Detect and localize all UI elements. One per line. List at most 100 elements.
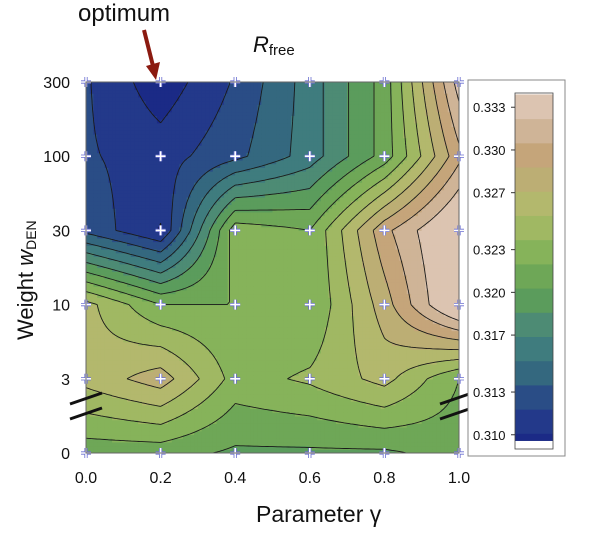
contour-cell	[261, 252, 266, 257]
contour-cell	[201, 304, 206, 309]
contour-cell	[253, 415, 259, 421]
contour-cell	[227, 389, 233, 395]
contour-cell	[194, 189, 199, 194]
contour-cell	[119, 434, 124, 439]
contour-cell	[153, 319, 158, 324]
contour-cell	[201, 337, 206, 343]
contour-cell	[216, 423, 221, 428]
contour-cell	[261, 441, 266, 447]
contour-cell	[261, 263, 266, 269]
contour-cell	[93, 234, 98, 239]
contour-cell	[86, 334, 91, 339]
contour-cell	[156, 308, 162, 313]
contour-cell	[268, 326, 274, 332]
contour-cell	[179, 341, 184, 347]
contour-cell	[119, 267, 124, 272]
contour-cell	[108, 178, 113, 183]
contour-cell	[261, 389, 266, 395]
contour-cell	[164, 211, 169, 217]
contour-cell	[238, 107, 244, 113]
contour-cell	[212, 152, 218, 157]
contour-cell	[160, 119, 165, 124]
contour-cell	[149, 323, 154, 328]
contour-cell	[127, 319, 132, 324]
contour-cell	[127, 174, 132, 180]
contour-cell	[246, 300, 251, 306]
contour-cell	[238, 215, 244, 220]
contour-cell	[250, 315, 255, 321]
contour-cell	[100, 371, 106, 376]
contour-cell	[119, 104, 124, 109]
contour-cell	[164, 215, 169, 220]
contour-cell	[227, 341, 233, 347]
contour-cell	[119, 256, 124, 261]
contour-cell	[134, 226, 139, 231]
contour-cell	[164, 349, 169, 354]
contour-cell	[212, 382, 218, 387]
contour-cell	[238, 434, 244, 439]
contour-cell	[119, 174, 124, 180]
contour-cell	[149, 389, 154, 395]
contour-cell	[175, 271, 180, 276]
contour-cell	[194, 252, 199, 257]
contour-cell	[253, 167, 259, 172]
contour-cell	[186, 82, 192, 87]
contour-cell	[242, 445, 247, 450]
contour-cell	[123, 122, 128, 128]
contour-cell	[265, 145, 270, 150]
contour-cell	[175, 371, 180, 376]
contour-cell	[108, 119, 113, 124]
contour-cell	[235, 211, 240, 217]
contour-cell	[261, 230, 266, 235]
contour-cell	[250, 293, 255, 298]
contour-cell	[175, 93, 180, 98]
contour-cell	[238, 371, 244, 376]
contour-cell	[138, 312, 143, 317]
contour-cell	[182, 208, 188, 213]
contour-cell	[224, 430, 229, 436]
contour-cell	[175, 185, 180, 191]
contour-cell	[164, 197, 169, 202]
contour-cell	[141, 263, 147, 269]
contour-cell	[201, 352, 206, 358]
contour-cell	[227, 449, 233, 453]
contour-cell	[220, 248, 225, 254]
contour-cell	[197, 85, 203, 91]
contour-cell	[238, 412, 244, 417]
contour-cell	[190, 356, 195, 361]
contour-cell	[108, 323, 113, 328]
contour-cell	[119, 208, 124, 213]
contour-cell	[145, 260, 151, 265]
contour-cell	[141, 141, 147, 146]
contour-cell	[104, 126, 109, 131]
contour-cell	[194, 263, 199, 269]
contour-cell	[168, 96, 173, 102]
contour-cell	[156, 133, 162, 139]
contour-cell	[242, 330, 247, 335]
contour-cell	[164, 171, 169, 176]
contour-cell	[104, 352, 109, 358]
contour-cell	[145, 126, 151, 131]
contour-cell	[190, 300, 195, 306]
contour-cell	[250, 252, 255, 257]
contour-cell	[171, 126, 177, 131]
contour-cell	[119, 230, 124, 235]
contour-cell	[212, 104, 218, 109]
contour-cell	[186, 393, 192, 398]
contour-cell	[86, 115, 91, 120]
contour-cell	[115, 393, 121, 398]
contour-cell	[205, 304, 210, 309]
contour-cell	[201, 286, 206, 291]
contour-cell	[231, 126, 236, 131]
contour-cell	[261, 386, 266, 391]
contour-cell	[231, 308, 236, 313]
contour-cell	[235, 159, 240, 165]
contour-cell	[127, 115, 132, 120]
contour-cell	[108, 319, 113, 324]
contour-cell	[209, 245, 214, 250]
contour-cell	[112, 215, 117, 220]
contour-cell	[175, 427, 180, 432]
contour-cell	[175, 341, 180, 347]
contour-cell	[242, 434, 247, 439]
contour-cell	[253, 96, 259, 102]
